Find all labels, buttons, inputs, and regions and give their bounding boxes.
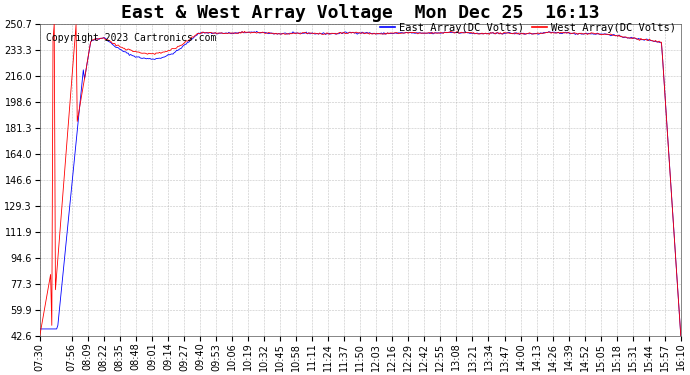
Text: Copyright 2023 Cartronics.com: Copyright 2023 Cartronics.com: [46, 33, 217, 43]
Legend: East Array(DC Volts), West Array(DC Volts): East Array(DC Volts), West Array(DC Volt…: [380, 22, 676, 33]
Title: East & West Array Voltage  Mon Dec 25  16:13: East & West Array Voltage Mon Dec 25 16:…: [121, 4, 600, 22]
